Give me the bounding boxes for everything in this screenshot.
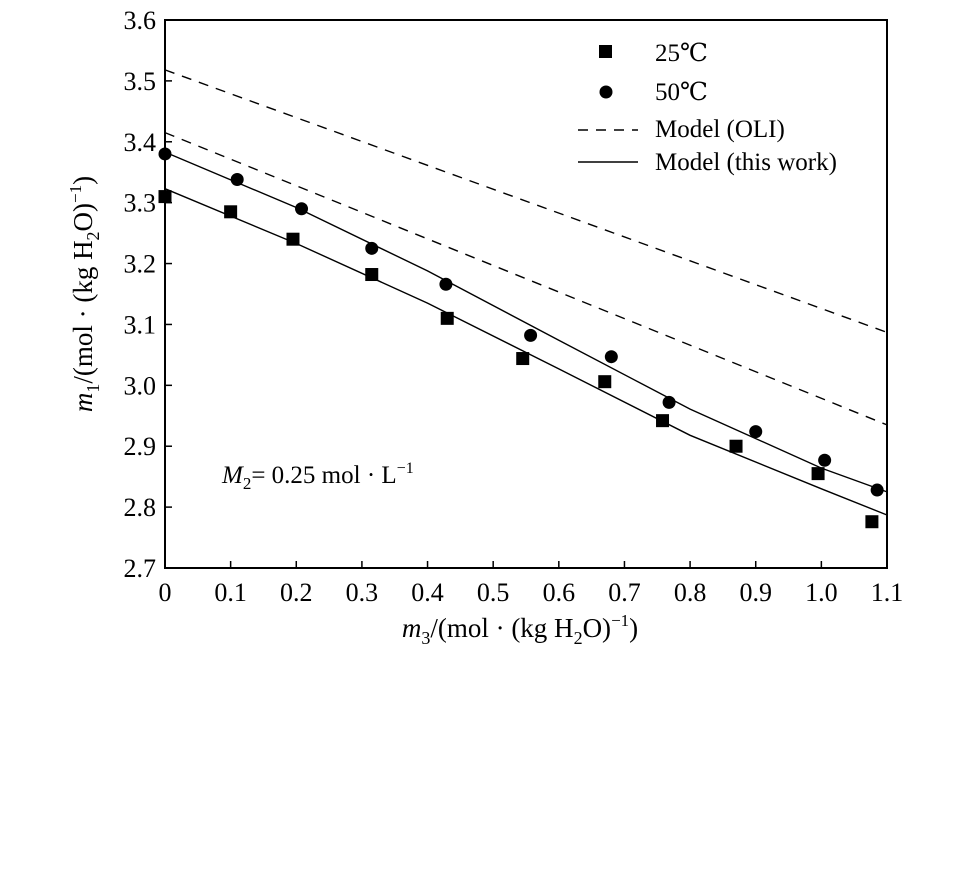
point-25c <box>365 268 379 282</box>
legend: 25℃ 50℃ Model (OLI) Model (this work) <box>578 40 837 176</box>
point-50c <box>295 202 309 216</box>
x-tick-label: 0.5 <box>477 578 510 607</box>
point-25c <box>811 467 825 481</box>
model-oli-line-3 <box>164 131 888 426</box>
y-tick-label: 2.9 <box>124 432 157 461</box>
x-tick-label: 1.1 <box>871 578 904 607</box>
x-tick-label: 0 <box>159 578 172 607</box>
point-50c <box>749 425 763 439</box>
axis-ticks: 0 0.1 0.2 0.3 0.4 0.5 0.6 0.7 0.8 0.9 1.0 1.1 2.7 2.8… <box>124 6 904 607</box>
y-tick-label: 3.3 <box>124 189 157 218</box>
x-axis-label: m3/(mol · (kg H2O)−1) <box>402 611 638 648</box>
point-50c <box>662 395 676 409</box>
x-tick-label: 0.7 <box>608 578 641 607</box>
y-tick-label: 3.1 <box>124 310 157 339</box>
point-50c <box>439 277 453 291</box>
point-50c <box>818 453 832 467</box>
point-25c <box>729 439 743 453</box>
x-tick-label: 1.0 <box>805 578 838 607</box>
y-tick-label: 2.8 <box>124 493 157 522</box>
point-50c <box>158 147 172 161</box>
x-tick-label: 0.9 <box>739 578 772 607</box>
legend-label-this-work: Model (this work) <box>655 149 837 176</box>
series-points <box>158 147 884 529</box>
y-tick-label: 3.6 <box>124 6 157 35</box>
point-25c <box>516 352 530 366</box>
point-25c <box>656 414 670 428</box>
model-this-work-line-4 <box>164 151 888 493</box>
legend-marker-50c <box>599 85 613 99</box>
point-50c <box>524 328 538 342</box>
y-tick-label: 2.7 <box>124 554 157 583</box>
plot-frame <box>164 19 888 569</box>
y-tick-label: 3.5 <box>124 67 157 96</box>
point-25c <box>598 375 612 389</box>
x-tick-label: 0.8 <box>674 578 707 607</box>
y-tick-label: 3.0 <box>124 371 157 400</box>
point-25c <box>224 205 238 219</box>
annotation: M2= 0.25 mol · L−1 <box>221 460 414 493</box>
point-25c <box>440 311 454 325</box>
legend-label-oli: Model (OLI) <box>655 116 785 143</box>
y-tick-label: 3.2 <box>124 250 157 279</box>
point-25c <box>286 232 300 246</box>
x-tick-label: 0.2 <box>280 578 313 607</box>
legend-marker-25c <box>599 45 612 58</box>
point-50c <box>365 241 379 255</box>
point-50c <box>604 350 618 364</box>
x-tick-label: 0.6 <box>543 578 576 607</box>
point-25c <box>158 190 172 204</box>
point-50c <box>230 173 244 187</box>
model-oli-line-2 <box>164 69 888 334</box>
x-tick-label: 0.4 <box>411 578 444 607</box>
y-axis-label: m1/(mol · (kg H2O)−1) <box>66 176 103 412</box>
point-25c <box>865 515 879 529</box>
point-50c <box>870 483 884 497</box>
legend-label-25c: 25℃ <box>655 40 708 67</box>
legend-label-50c: 50℃ <box>655 79 708 106</box>
x-tick-label: 0.3 <box>346 578 379 607</box>
x-tick-label: 0.1 <box>214 578 247 607</box>
y-tick-label: 3.4 <box>124 128 157 157</box>
